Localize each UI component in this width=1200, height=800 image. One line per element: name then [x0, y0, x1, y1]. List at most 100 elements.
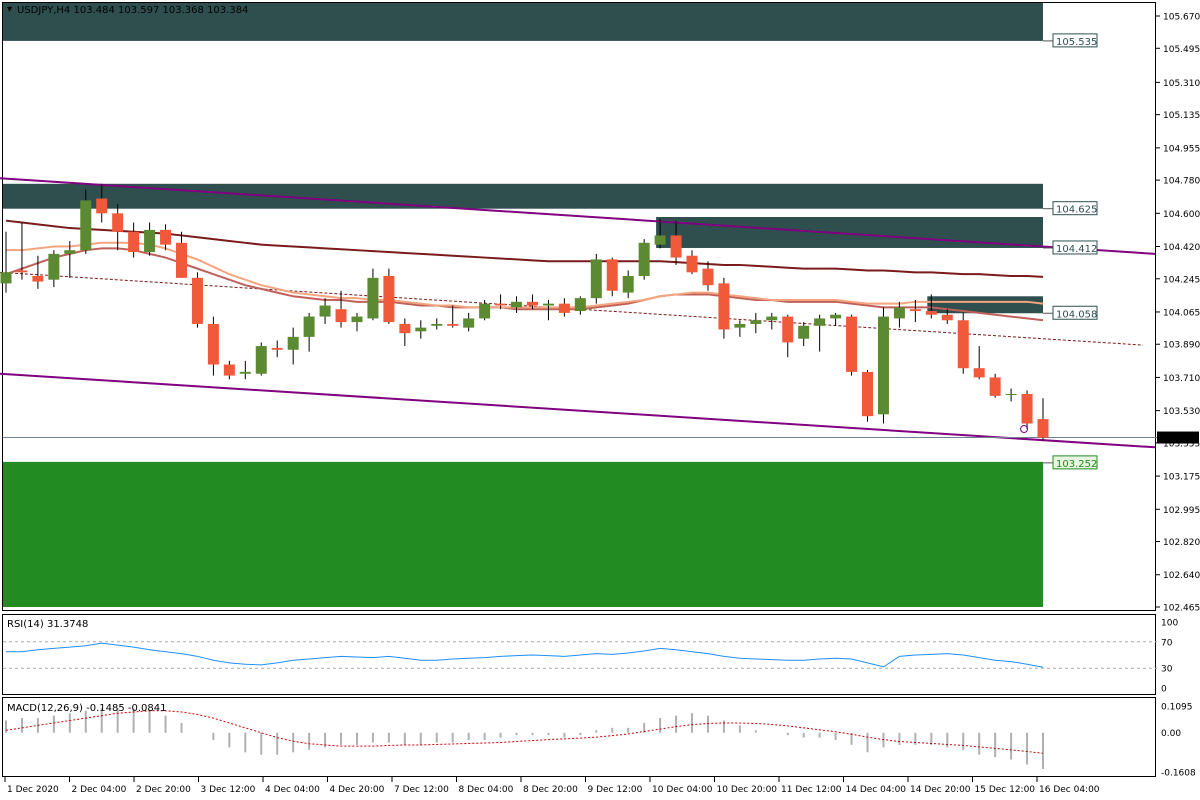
level-label-box: [1052, 201, 1098, 216]
macd-signal-line: [5, 710, 1044, 754]
candle: [957, 312, 969, 374]
candle-body: [925, 311, 937, 315]
candle: [1005, 388, 1017, 402]
candle-body: [654, 235, 666, 245]
ma-line-dark: [5, 219, 1044, 278]
price-tick-label: 102.820: [1163, 538, 1200, 548]
candle: [112, 204, 124, 251]
candle: [766, 312, 778, 330]
macd-tick-label: -0.1608: [1161, 769, 1196, 779]
candle-body: [638, 242, 650, 277]
rsi-tick-label: 100: [1161, 619, 1178, 629]
candle-body: [239, 371, 251, 374]
level-label-box: [1052, 455, 1098, 470]
trendline-0: [0, 177, 1156, 255]
candle-body: [702, 268, 714, 286]
time-tick-label: 14 Dec 20:00: [910, 785, 971, 795]
candle-body: [431, 323, 443, 326]
candle: [175, 231, 187, 278]
level-label-box: [1052, 240, 1098, 255]
candle: [718, 277, 730, 339]
price-tick-label: 104.780: [1163, 177, 1200, 187]
candle: [64, 240, 76, 278]
candle-body: [814, 318, 826, 326]
candle-body: [1037, 419, 1049, 438]
candle-body: [399, 323, 411, 334]
level-label: 104.625: [1056, 205, 1097, 216]
trendline-1: [0, 372, 1156, 449]
price-tick-label: 103.175: [1163, 473, 1200, 483]
candle-body: [351, 316, 363, 323]
candle-body: [957, 320, 969, 369]
candle: [925, 294, 937, 319]
candle: [526, 294, 538, 310]
zone-1: [3, 183, 1043, 209]
candle-body: [415, 327, 427, 332]
alert-marker-icon: [1020, 425, 1029, 434]
chart-menu-arrow-icon[interactable]: ▾: [7, 4, 12, 15]
candle: [893, 301, 905, 328]
time-tick-label: 1 Dec 2020: [7, 785, 59, 795]
candle-body: [798, 325, 810, 339]
candle-body: [319, 305, 331, 317]
current-price-label: 103.384: [1160, 435, 1197, 445]
level-labels: 105.535 104.625 104.412 104.058 103.252: [1043, 33, 1098, 470]
candle: [303, 312, 315, 352]
candle: [144, 222, 156, 256]
candle-body: [718, 283, 730, 330]
candle: [877, 307, 889, 424]
candle: [383, 268, 395, 324]
macd-tick-label: 0.00: [1161, 729, 1181, 739]
candle-body: [191, 277, 203, 324]
level-label: 103.252: [1056, 459, 1097, 470]
candle-body: [175, 242, 187, 278]
candle-body: [558, 303, 570, 313]
candle: [734, 320, 746, 337]
candle: [909, 299, 921, 323]
pane-frames: [2, 2, 1156, 777]
candle-body: [734, 323, 746, 328]
level-label: 104.058: [1056, 309, 1097, 320]
main-pane-frame: [2, 2, 1156, 611]
candle-body: [207, 323, 219, 365]
time-tick-label: 15 Dec 12:00: [975, 785, 1036, 795]
candle: [431, 318, 443, 330]
price-tick-label: 103.530: [1163, 407, 1200, 417]
current-price-box: [1157, 431, 1199, 444]
candle-body: [287, 336, 299, 350]
zone-3: [927, 296, 1043, 314]
price-tick-label: 105.495: [1163, 45, 1200, 55]
candle-body: [335, 309, 347, 323]
candle: [862, 370, 874, 422]
price-tick-label: 105.135: [1163, 111, 1200, 121]
zone-4: [3, 461, 1043, 607]
candle: [32, 255, 44, 289]
candle: [255, 342, 267, 376]
candle-body: [144, 229, 156, 253]
candle-body: [32, 276, 44, 282]
candle: [973, 346, 985, 380]
time-axis: 1 Dec 2020 2 Dec 04:00 2 Dec 20:00 3 Dec 12…: [4, 777, 1100, 795]
price-tick-label: 105.670: [1163, 13, 1200, 23]
time-tick-label: 3 Dec 12:00: [201, 785, 256, 795]
price-tick-label: 104.600: [1163, 210, 1200, 220]
candle: [239, 360, 251, 380]
candle: [207, 316, 219, 376]
candle-body: [877, 316, 889, 415]
candle-body: [112, 213, 124, 232]
candle: [830, 312, 842, 326]
price-zones: [3, 3, 1043, 607]
candle: [160, 224, 172, 251]
candle: [335, 290, 347, 328]
candle-body: [96, 198, 108, 214]
candle-body: [1021, 394, 1033, 424]
candle: [941, 309, 953, 324]
candle-body: [526, 301, 538, 306]
time-tick-label: 4 Dec 20:00: [330, 785, 385, 795]
candle-body: [909, 309, 921, 312]
candle-body: [271, 347, 283, 350]
candle-body: [1005, 394, 1017, 396]
candle: [351, 312, 363, 332]
level-label-box: [1052, 305, 1098, 320]
candle-body: [542, 303, 554, 306]
